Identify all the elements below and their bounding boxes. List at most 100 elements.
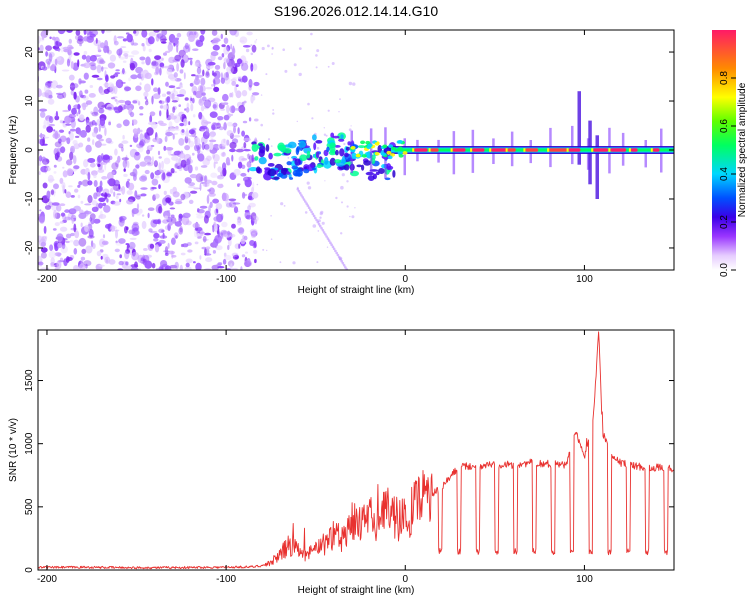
spectral-blob [296,120,298,123]
spectral-blob [325,134,328,137]
spectral-blob [80,168,87,175]
spectral-blob [259,145,266,154]
spectral-blob [208,187,215,195]
spectral-blob [205,257,213,263]
spectral-blob [163,145,167,151]
spectral-blob [103,88,110,94]
spectral-blob [69,82,76,91]
spectral-blob [267,163,275,167]
spectral-blob [164,215,169,220]
spectral-blob [65,123,72,126]
spectral-blob [198,111,203,120]
spectral-blob [184,42,189,50]
spectral-blob [127,178,131,182]
spectral-blob [84,203,92,206]
spectral-blob [119,56,126,60]
spectral-blob [188,134,195,138]
spectral-blob [115,187,123,192]
spectral-blob [55,41,59,46]
spectral-blob [56,204,62,212]
spectral-blob [243,149,251,152]
spectral-blob [264,167,271,171]
spectral-blob [45,45,52,51]
spectral-blob [187,57,193,60]
spectral-blob [197,146,201,155]
spectral-blob [271,47,274,50]
spectral-blob [42,182,48,189]
spectral-blob [59,226,68,232]
spectral-blob [317,222,321,226]
spectral-blob [58,138,62,144]
spectral-blob [344,266,347,269]
spectral-blob [165,81,169,87]
spectral-blob [206,155,212,162]
spectral-blob [306,181,310,185]
spectral-blob [250,94,254,104]
spectral-blob [64,216,72,221]
spectral-blob [316,261,319,264]
spectral-blob [327,65,330,68]
spectral-blob [202,182,210,188]
spectral-blob [188,129,195,135]
spectral-blob [105,137,112,144]
carrier-hot-edge [450,148,453,152]
spectral-blob [250,52,254,56]
spectral-blob [297,189,301,193]
spectral-blob [231,223,236,229]
spectral-blob [38,261,44,266]
spectral-blob [180,59,185,68]
spectral-blob [144,83,151,93]
spectral-blob [89,55,97,62]
spectral-blob [173,150,182,156]
spectral-blob [221,152,225,157]
spectral-blob [107,62,116,69]
spectrogram-xlabel: Height of straight line (km) [298,285,415,296]
spectral-blob [212,104,217,109]
spectral-blob [220,146,226,150]
spectral-blob [361,164,365,171]
spectral-blob [192,114,196,118]
spectral-blob [213,161,216,169]
spectral-blob [315,218,318,222]
spectral-blob [96,64,102,74]
spectral-blob [57,94,64,99]
spectral-blob [237,127,240,135]
spectral-blob [125,261,129,266]
spectral-blob [121,146,124,152]
spectral-blob [175,158,181,166]
spectral-blob [120,46,127,49]
spectral-blob [80,256,86,261]
spectral-blob [137,127,141,134]
spectral-blob [50,264,56,267]
spectral-blob [148,48,152,53]
spectral-blob [101,66,104,72]
spectral-spike [586,138,590,170]
spectral-blob [173,132,178,135]
spectral-blob [184,266,192,270]
spectral-blob [185,258,193,264]
spectral-blob [168,121,173,129]
spectral-blob [96,156,101,165]
spectral-blob [255,39,258,41]
spectral-blob [38,214,45,223]
spectral-blob [188,138,191,144]
spectral-blob [339,98,341,100]
spectral-blob [172,106,176,113]
spectral-blob [65,240,70,244]
spectral-blob [320,227,323,230]
spectral-blob [222,258,227,265]
spectral-blob [54,252,62,257]
spectral-blob [93,54,102,57]
spectral-blob [104,82,109,88]
spectral-blob [329,157,336,166]
spectral-blob [212,152,215,159]
spectral-blob [213,86,220,93]
spectral-blob [88,228,94,238]
spectral-blob [118,143,124,149]
spectral-blob [64,189,67,194]
spectral-blob [134,190,138,199]
spectral-blob [135,66,144,74]
spectral-blob [267,168,277,177]
x-tick-label: 100 [576,574,593,585]
spectral-blob [173,42,176,47]
